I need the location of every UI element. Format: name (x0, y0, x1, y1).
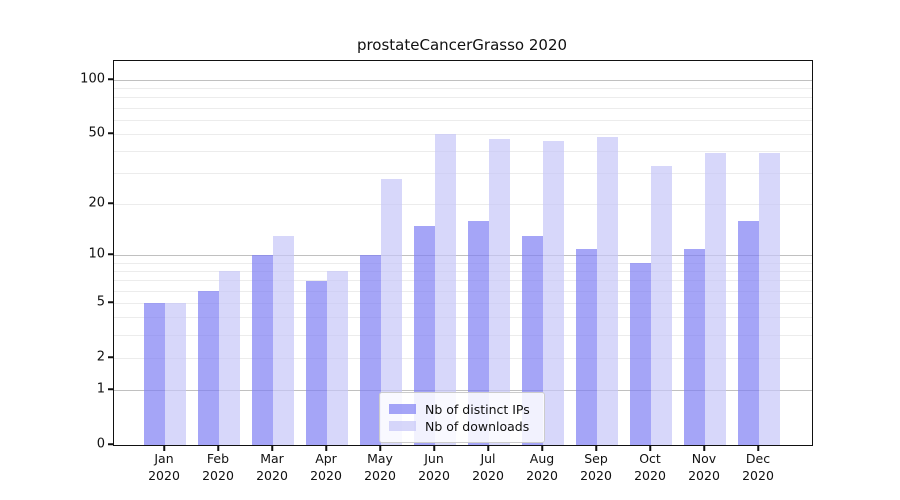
y-tick-50 (108, 132, 113, 134)
bar-downloads-sep (597, 137, 618, 445)
y-tick-10 (108, 253, 113, 256)
x-tick-label-dec: Dec 2020 (742, 451, 774, 483)
x-tick-label-feb: Feb 2020 (202, 451, 234, 483)
gridline-minor-70 (114, 107, 812, 109)
x-tick-dec (757, 446, 759, 451)
bar-ips-mar (252, 255, 273, 445)
gridline-minor-90 (114, 87, 812, 89)
bar-ips-oct (630, 263, 651, 445)
x-tick-label-jul: Jul 2020 (472, 451, 504, 483)
y-tick-5 (108, 301, 113, 304)
y-tick-100 (108, 78, 113, 80)
gridline-minor-20 (114, 203, 812, 205)
x-tick-nov (703, 446, 705, 451)
y-tick-1 (108, 388, 113, 390)
bar-ips-jun (414, 225, 435, 445)
gridline-minor-3 (114, 334, 812, 336)
x-tick-label-jan: Jan 2020 (148, 451, 180, 483)
bar-downloads-oct (651, 166, 672, 445)
legend-swatch-distinct-ips (389, 404, 416, 414)
y-tick-20 (108, 202, 113, 205)
bar-downloads-aug (543, 140, 564, 445)
bar-ips-apr (306, 280, 327, 445)
gridline-major-100 (114, 79, 812, 81)
x-tick-label-oct: Oct 2020 (634, 451, 666, 483)
x-tick-label-apr: Apr 2020 (310, 451, 342, 483)
y-tick-2 (108, 356, 113, 358)
gridline-minor-2 (114, 357, 812, 359)
y-tick-0 (108, 443, 113, 445)
gridline-major-1 (114, 389, 812, 391)
bar-ips-jul (468, 221, 489, 445)
legend: Nb of distinct IPs Nb of downloads (379, 392, 545, 443)
x-tick-jun (433, 446, 435, 451)
bar-downloads-mar (273, 236, 294, 445)
x-tick-label-nov: Nov 2020 (688, 451, 720, 483)
bar-downloads-dec (759, 153, 780, 445)
x-tick-label-may: May 2020 (364, 451, 396, 483)
x-tick-sep (595, 446, 597, 451)
legend-item-distinct-ips: Nb of distinct IPs (389, 401, 534, 417)
bar-downloads-apr (327, 271, 348, 445)
chart-title: prostateCancerGrasso 2020 (356, 36, 568, 54)
y-tick-label-2: 2 (96, 349, 105, 365)
x-tick-feb (217, 446, 219, 451)
bar-ips-jan (144, 303, 165, 445)
bar-ips-sep (576, 248, 597, 445)
bar-downloads-nov (705, 153, 726, 445)
bar-ips-feb (198, 291, 219, 445)
gridline-minor-7 (114, 280, 812, 282)
y-tick-label-100: 100 (80, 71, 105, 87)
bar-downloads-jan (165, 303, 186, 445)
y-tick-label-10: 10 (88, 246, 105, 262)
legend-swatch-downloads (389, 421, 416, 431)
gridline-minor-30 (114, 173, 812, 175)
legend-item-downloads: Nb of downloads (389, 418, 534, 434)
x-tick-jan (163, 446, 165, 451)
legend-label-distinct-ips: Nb of distinct IPs (425, 401, 530, 417)
y-tick-label-20: 20 (88, 195, 105, 211)
gridline-minor-80 (114, 97, 812, 99)
gridline-minor-40 (114, 150, 812, 152)
x-tick-label-mar: Mar 2020 (256, 451, 288, 483)
x-tick-may (379, 446, 381, 451)
gridline-minor-4 (114, 317, 812, 319)
bar-downloads-jul (489, 139, 510, 445)
x-tick-oct (649, 446, 651, 451)
bar-ips-may (360, 255, 381, 445)
x-tick-apr (325, 446, 327, 451)
gridline-minor-50 (114, 133, 812, 135)
x-tick-mar (271, 446, 273, 451)
plot-area: Nb of distinct IPs Nb of downloads (113, 60, 813, 446)
gridline-minor-60 (114, 119, 812, 121)
gridline-minor-5 (114, 302, 812, 304)
gridline-major-10 (114, 254, 812, 256)
bar-downloads-may (381, 178, 402, 445)
bar-downloads-jun (435, 134, 456, 445)
x-tick-label-sep: Sep 2020 (580, 451, 612, 483)
legend-label-downloads: Nb of downloads (425, 418, 530, 434)
y-tick-label-1: 1 (96, 381, 105, 397)
y-tick-label-50: 50 (88, 125, 105, 141)
gridline-minor-6 (114, 290, 812, 292)
gridline-minor-8 (114, 270, 812, 272)
bar-ips-dec (738, 221, 759, 445)
bar-ips-nov (684, 248, 705, 445)
x-tick-label-aug: Aug 2020 (526, 451, 558, 483)
gridline-minor-9 (114, 262, 812, 264)
y-tick-label-0: 0 (96, 436, 105, 452)
x-tick-jul (487, 446, 489, 451)
bar-downloads-feb (219, 271, 240, 445)
x-tick-aug (541, 446, 543, 451)
y-tick-label-5: 5 (96, 294, 105, 310)
x-tick-label-jun: Jun 2020 (418, 451, 450, 483)
